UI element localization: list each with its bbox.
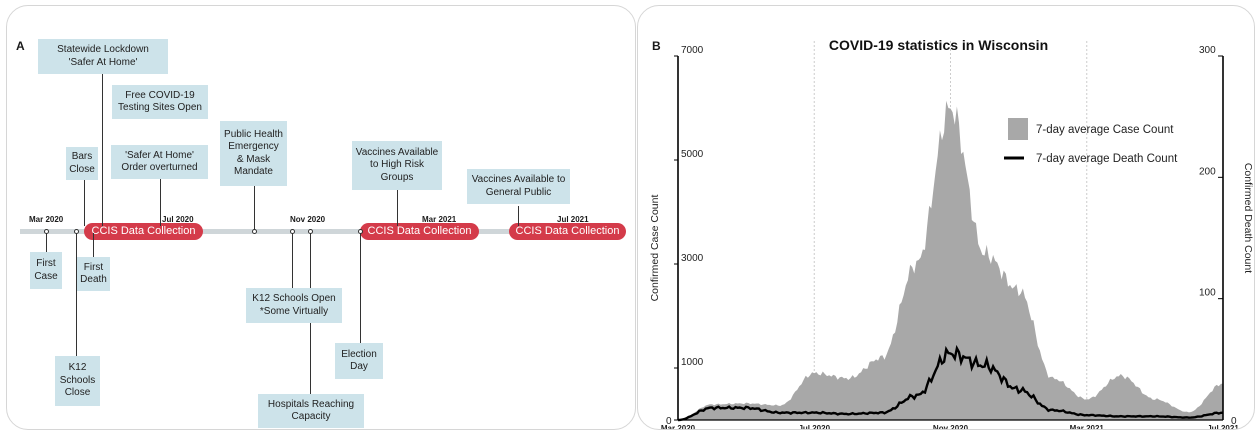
right-tick-label: 0 xyxy=(1231,416,1237,427)
left-axis-label: Confirmed Case Count xyxy=(649,195,661,302)
event-bars-close: Bars Close xyxy=(66,147,98,180)
event-connector xyxy=(84,180,85,226)
panel-b-letter: B xyxy=(652,39,661,53)
ccis-data-collection-pill: CCIS Data Collection xyxy=(509,223,626,240)
timeline-axis xyxy=(20,229,625,234)
legend-label-cases: 7-day average Case Count xyxy=(1036,124,1174,136)
event-first-case: First Case xyxy=(30,252,62,289)
right-tick-label: 200 xyxy=(1199,166,1216,177)
legend-swatch-cases xyxy=(1008,118,1028,140)
chart-title: COVID-19 statistics in Wisconsin xyxy=(829,37,1048,53)
event-statewide-lockdown: Statewide Lockdown 'Safer At Home' xyxy=(38,39,168,74)
x-tick-label: Jul 2021 xyxy=(1207,424,1239,430)
x-tick-label: Mar 2020 xyxy=(661,424,696,430)
event-first-death: First Death xyxy=(77,257,110,291)
left-tick-label: 0 xyxy=(666,416,672,427)
event-marker xyxy=(358,229,363,234)
event-connector xyxy=(160,147,161,226)
left-tick-label: 7000 xyxy=(681,45,704,56)
event-connector xyxy=(360,233,361,343)
ccis-data-collection-pill: CCIS Data Collection xyxy=(84,223,203,240)
death-count-line xyxy=(677,344,1224,422)
timeline-panel xyxy=(6,5,636,430)
event-vaccines-general-public: Vaccines Available to General Public xyxy=(467,169,570,204)
event-marker xyxy=(308,229,313,234)
event-marker xyxy=(44,229,49,234)
right-tick-label: 100 xyxy=(1199,288,1216,299)
event-hospitals-capacity: Hospitals Reaching Capacity xyxy=(258,394,364,428)
month-label: Mar 2020 xyxy=(29,215,64,224)
x-tick-label: Jul 2020 xyxy=(798,424,830,430)
left-tick-label: 1000 xyxy=(681,357,704,368)
event-connector xyxy=(76,233,77,356)
event-connector xyxy=(518,206,519,226)
event-connector xyxy=(397,190,398,226)
panel-a-letter: A xyxy=(16,39,25,53)
event-vaccines-high-risk: Vaccines Available to High Risk Groups xyxy=(352,141,442,190)
ccis-data-collection-pill: CCIS Data Collection xyxy=(360,223,479,240)
event-marker xyxy=(290,229,295,234)
event-safer-at-home-overturned: 'Safer At Home' Order overturned xyxy=(111,145,208,179)
event-election-day: Election Day xyxy=(335,343,383,379)
right-axis-label: Confirmed Death Count xyxy=(1242,163,1254,273)
left-tick-label: 3000 xyxy=(681,253,704,264)
covid-chart: 0 1000 3000 5000 7000 0 100 200 300 Mar 2020 Jul 2… xyxy=(649,37,1254,430)
event-k12-schools-open: K12 Schools Open *Some Virtually xyxy=(246,288,342,323)
right-tick-label: 300 xyxy=(1199,45,1216,56)
event-connector xyxy=(292,233,293,288)
month-label: Mar 2021 xyxy=(422,215,457,224)
event-connector xyxy=(102,74,103,226)
event-marker xyxy=(74,229,79,234)
x-tick-label: Nov 2020 xyxy=(933,424,969,430)
event-connector xyxy=(93,233,94,258)
event-public-health-emergency: Public Health Emergency & Mask Mandate xyxy=(220,121,287,186)
chart-panel: B 0 1000 3000 5000 7000 0 100 200 300 Mar 2020 Jul… xyxy=(637,5,1255,430)
event-free-testing-sites: Free COVID-19 Testing Sites Open xyxy=(112,85,208,119)
x-tick-label: Mar 2021 xyxy=(1070,424,1105,430)
month-label: Jul 2021 xyxy=(557,215,589,224)
month-label: Jul 2020 xyxy=(162,215,194,224)
event-connector xyxy=(46,233,47,253)
event-marker xyxy=(252,229,257,234)
case-count-area xyxy=(678,100,1223,421)
event-k12-schools-close: K12 Schools Close xyxy=(55,356,100,406)
left-tick-label: 5000 xyxy=(681,149,704,160)
legend-label-deaths: 7-day average Death Count xyxy=(1036,153,1178,165)
month-label: Nov 2020 xyxy=(290,215,326,224)
event-connector xyxy=(254,186,255,231)
